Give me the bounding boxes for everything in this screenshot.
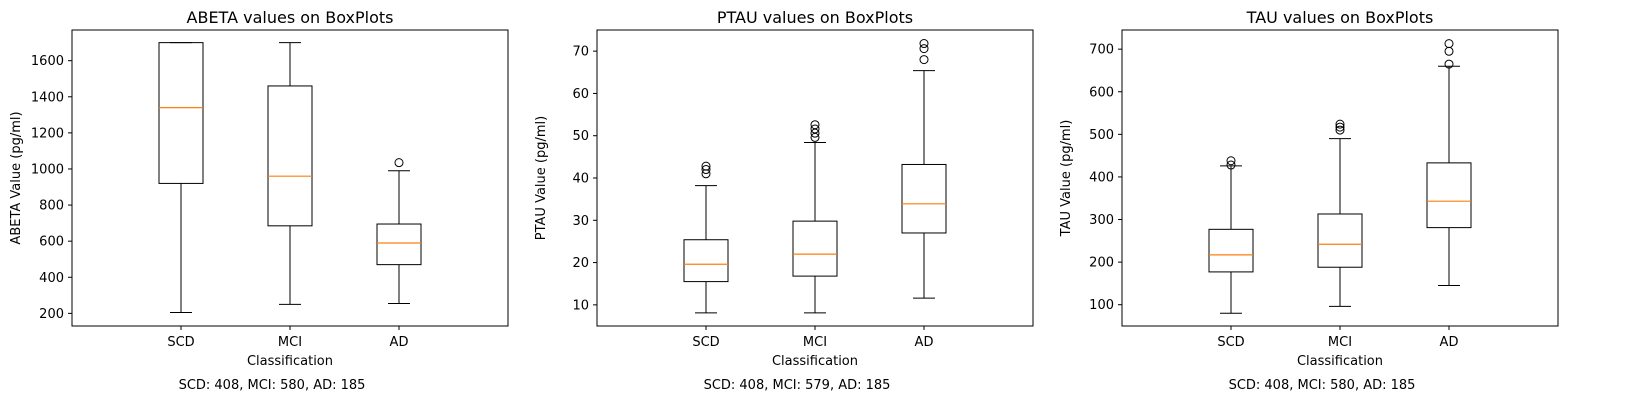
- chart-title: ABETA values on BoxPlots: [187, 8, 394, 27]
- y-tick-label: 100: [1089, 298, 1114, 313]
- outlier-point: [1335, 122, 1345, 132]
- chart-panel-3: TAU values on BoxPlots 100 200 300 400 500 600…: [1059, 8, 1559, 393]
- box-scd: [158, 42, 204, 313]
- outlier-point: [1335, 125, 1345, 135]
- x-tick-label: SCD: [1217, 335, 1244, 350]
- sample-count-caption: SCD: 408, MCI: 579, AD: 185: [704, 378, 891, 393]
- y-tick-label: 60: [572, 87, 589, 102]
- y-tick-label: 400: [1089, 170, 1114, 185]
- y-tick-label: 1000: [31, 162, 64, 177]
- x-tick-label: AD: [915, 335, 934, 350]
- y-tick-label: 400: [39, 271, 64, 286]
- outlier-point: [919, 39, 929, 49]
- box-scd: [1208, 156, 1254, 314]
- sample-count-caption: SCD: 408, MCI: 580, AD: 185: [179, 378, 366, 393]
- x-axis-label: Classification: [247, 354, 333, 369]
- x-axis-label: Classification: [772, 354, 858, 369]
- y-tick-label: 1600: [31, 54, 64, 69]
- y-tick-label: 600: [1089, 85, 1114, 100]
- y-tick-label: 200: [39, 307, 64, 322]
- sample-count-caption: SCD: 408, MCI: 580, AD: 185: [1229, 378, 1416, 393]
- outlier-point: [701, 165, 711, 175]
- iqr-box: [267, 85, 313, 227]
- x-tick-label: SCD: [167, 335, 194, 350]
- iqr-box: [792, 220, 838, 277]
- y-tick-label: 70: [572, 45, 589, 60]
- y-tick-label: 30: [572, 214, 589, 229]
- outlier-point: [1444, 59, 1454, 69]
- outlier-point: [919, 55, 929, 65]
- box-ad: [376, 158, 422, 304]
- x-axis-label: Classification: [1297, 354, 1383, 369]
- iqr-box: [376, 223, 422, 266]
- x-tick-label: MCI: [278, 335, 302, 350]
- box-mci: [792, 120, 838, 314]
- x-tick-label: AD: [1440, 335, 1459, 350]
- iqr-box: [158, 42, 204, 184]
- iqr-box: [1426, 162, 1472, 229]
- y-tick-label: 40: [572, 172, 589, 187]
- iqr-box: [1208, 228, 1254, 273]
- outlier-point: [1444, 39, 1454, 49]
- y-tick-label: 500: [1089, 128, 1114, 143]
- iqr-box: [683, 239, 729, 283]
- iqr-box: [901, 163, 947, 234]
- box-mci: [267, 42, 313, 305]
- outlier-point: [1226, 160, 1236, 170]
- box-mci: [1317, 119, 1363, 307]
- y-tick-label: 800: [39, 199, 64, 214]
- iqr-box: [1317, 213, 1363, 268]
- x-tick-label: MCI: [1328, 335, 1352, 350]
- y-tick-label: 20: [572, 256, 589, 271]
- y-tick-label: 10: [572, 298, 589, 313]
- outlier-point: [810, 120, 820, 130]
- x-tick-label: AD: [390, 335, 409, 350]
- chart-title: PTAU values on BoxPlots: [717, 8, 913, 27]
- chart-title: TAU values on BoxPlots: [1246, 8, 1434, 27]
- box-ad: [1426, 39, 1472, 287]
- chart-panel-1: ABETA values on BoxPlots 200 400 600 800 1000…: [9, 8, 509, 393]
- x-tick-label: MCI: [803, 335, 827, 350]
- outlier-point: [1444, 46, 1454, 56]
- y-tick-label: 50: [572, 129, 589, 144]
- outlier-point: [701, 161, 711, 171]
- y-tick-label: 300: [1089, 213, 1114, 228]
- y-axis-label: ABETA Value (pg/ml): [9, 111, 24, 244]
- outlier-point: [1226, 156, 1236, 166]
- y-axis-label: PTAU Value (pg/ml): [534, 116, 549, 240]
- x-tick-label: SCD: [692, 335, 719, 350]
- outlier-point: [1335, 119, 1345, 129]
- y-tick-label: 600: [39, 235, 64, 250]
- box-ad: [901, 39, 947, 299]
- outlier-point: [394, 158, 404, 168]
- outlier-point: [919, 44, 929, 54]
- y-tick-label: 1400: [31, 90, 64, 105]
- y-tick-label: 700: [1089, 43, 1114, 58]
- outlier-point: [810, 124, 820, 134]
- box-scd: [683, 161, 729, 314]
- y-tick-label: 200: [1089, 256, 1114, 271]
- chart-panel-2: PTAU values on BoxPlots 10 20 30 40 50 60 70 PTA…: [534, 8, 1034, 393]
- y-axis-label: TAU Value (pg/ml): [1059, 120, 1074, 238]
- y-tick-label: 1200: [31, 126, 64, 141]
